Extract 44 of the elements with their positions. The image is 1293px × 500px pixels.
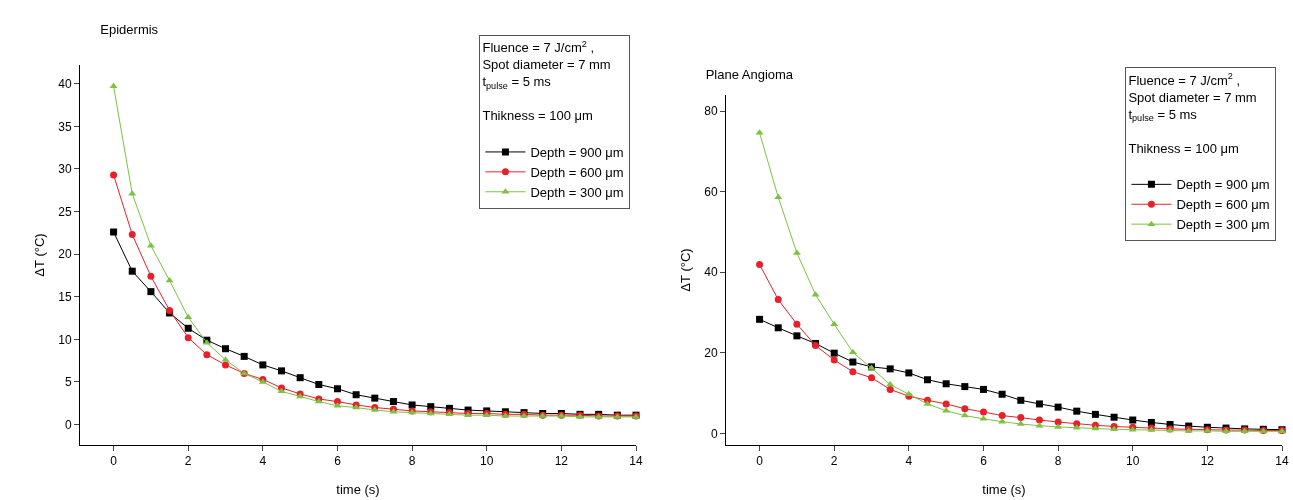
- text: Fluence = 7 J/cm$^{2}$ , Spot diameter = 7 mm t$_{pulse}$ = 5 ms Thikness = 100 μm: [482, 39, 611, 124]
- legend-label: Depth = 600 μm: [530, 164, 624, 180]
- x-tick-label: 2: [184, 454, 192, 469]
- x-tick-label: 12: [1200, 454, 1215, 469]
- legend-label: Depth = 300 μm: [530, 184, 624, 200]
- x-tick-label: 4: [259, 454, 267, 469]
- x-axis-title: time (s): [336, 482, 380, 497]
- y-tick-label: 30: [58, 162, 72, 177]
- y-tick-label: 80: [704, 104, 718, 119]
- x-tick-label: 14: [629, 454, 643, 469]
- x-tick-label: 8: [408, 454, 416, 469]
- y-tick-label: 20: [704, 345, 718, 360]
- y-tick-label: 0: [64, 417, 72, 432]
- x-tick-label: 6: [334, 454, 342, 469]
- y-tick-label: 20: [58, 247, 72, 262]
- legend-label: Depth = 900 μm: [1176, 177, 1270, 193]
- x-tick-label: 8: [1054, 454, 1062, 469]
- legend-label: Depth = 300 μm: [1176, 217, 1270, 233]
- y-tick-label: 0: [710, 426, 718, 441]
- legend-label: Depth = 900 μm: [530, 145, 624, 161]
- x-tick-label: 0: [110, 454, 118, 469]
- y-tick-label: 40: [704, 265, 718, 280]
- y-axis-title: ΔT (°C): [32, 233, 47, 277]
- x-tick-label: 6: [980, 454, 988, 469]
- y-tick-label: 35: [58, 119, 72, 134]
- y-axis-title: ΔT (°C): [678, 248, 693, 292]
- text: Fluence = 7 J/cm$^{2}$ , Spot diameter = 7 mm t$_{pulse}$ = 5 ms Thikness = 100 μm: [1128, 71, 1257, 156]
- x-tick-label: 12: [554, 454, 569, 469]
- y-tick-label: 40: [58, 76, 72, 91]
- legend-label: Depth = 600 μm: [1176, 197, 1270, 213]
- y-tick-label: 25: [58, 204, 72, 219]
- y-tick-label: 5: [64, 375, 72, 390]
- x-tick-label: 14: [1275, 454, 1289, 469]
- y-tick-label: 15: [58, 289, 72, 304]
- chart-title: Epidermis: [100, 22, 159, 38]
- y-tick-label: 60: [704, 184, 718, 199]
- x-tick-label: 10: [480, 454, 494, 469]
- y-tick-label: 10: [58, 332, 72, 347]
- chart-title: Plane Angioma: [705, 67, 794, 83]
- x-tick-label: 2: [830, 454, 838, 469]
- x-tick-label: 10: [1126, 454, 1140, 469]
- x-tick-label: 0: [756, 454, 764, 469]
- x-tick-label: 4: [905, 454, 913, 469]
- x-axis-title: time (s): [982, 482, 1026, 497]
